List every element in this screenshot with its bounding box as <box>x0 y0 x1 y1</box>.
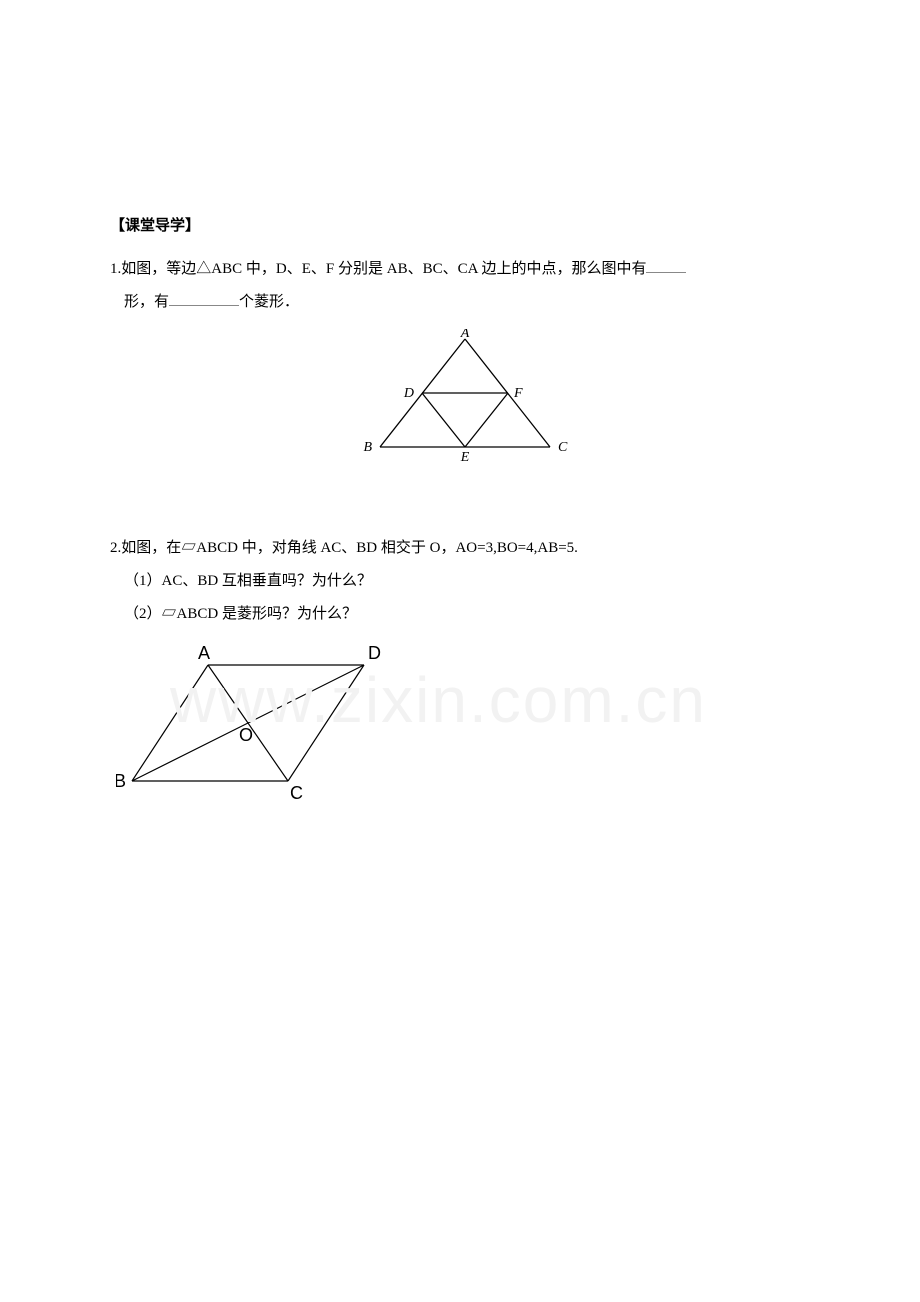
q1-E: E <box>302 261 311 277</box>
q1-text2: 中， <box>242 261 276 277</box>
svg-text:D: D <box>368 643 381 663</box>
q1-text3: 分别是 <box>334 261 387 277</box>
q2-p2a: （2） <box>124 606 162 622</box>
q2-part1: （1）AC、BD 互相垂直吗？为什么？ <box>110 565 820 598</box>
q1-text6: 个菱形． <box>239 294 299 310</box>
parallelogram-symbol-2: ▱ <box>162 606 177 622</box>
sep4: 、 <box>443 261 458 277</box>
triangle-diagram: A B C D F E <box>360 329 570 469</box>
svg-text:E: E <box>460 450 470 465</box>
q1-BC: BC <box>423 261 443 277</box>
parallelogram-symbol-1: ▱ <box>181 540 196 556</box>
svg-text:C: C <box>558 440 568 455</box>
q1-text4: 边上的中点，那么图中有 <box>478 261 647 277</box>
blank-2 <box>169 290 239 306</box>
q2-p2b: ABCD 是菱形吗？为什么？ <box>177 606 357 622</box>
sep3: 、 <box>408 261 423 277</box>
svg-text:D: D <box>403 386 414 401</box>
parallelogram-diagram: A D B C O <box>116 643 386 803</box>
svg-text:B: B <box>363 440 372 455</box>
section-heading: 【课堂导学】 <box>110 210 820 243</box>
q1-F: F <box>326 261 334 277</box>
q2-text1: 2.如图，在 <box>110 540 181 556</box>
svg-text:C: C <box>290 783 303 803</box>
q1-AB: AB <box>387 261 408 277</box>
figure-2: A D B C O <box>116 643 820 816</box>
figure-1: A B C D F E <box>110 329 820 482</box>
sep1: 、 <box>287 261 302 277</box>
q1-line1: 1.如图，等边△ABC 中，D、E、F 分别是 AB、BC、CA 边上的中点，那… <box>110 253 820 286</box>
q2-stem: 2.如图，在▱ABCD 中，对角线 AC、BD 相交于 O，AO=3,BO=4,… <box>110 532 820 565</box>
blank-1 <box>646 257 686 273</box>
svg-text:A: A <box>198 643 210 663</box>
q2-part2: （2）▱ABCD 是菱形吗？为什么？ <box>110 598 820 631</box>
svg-text:A: A <box>460 329 470 341</box>
svg-text:O: O <box>239 725 253 745</box>
q1-line2: 形，有 个菱形． <box>110 286 820 319</box>
q1-text: 1.如图，等边△ <box>110 261 211 277</box>
q1-abc: ABC <box>211 261 242 277</box>
svg-text:B: B <box>116 771 126 791</box>
svg-text:F: F <box>513 386 523 401</box>
q1-CA: CA <box>458 261 478 277</box>
q1-text5: 形，有 <box>124 294 169 310</box>
q1-D: D <box>276 261 287 277</box>
sep2: 、 <box>311 261 326 277</box>
q2-text2: ABCD 中，对角线 AC、BD 相交于 O，AO=3,BO=4,AB=5. <box>196 540 578 556</box>
